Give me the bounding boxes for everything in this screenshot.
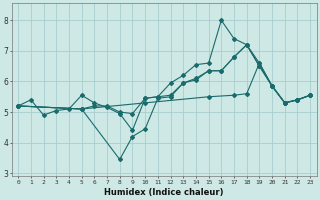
- X-axis label: Humidex (Indice chaleur): Humidex (Indice chaleur): [104, 188, 224, 197]
